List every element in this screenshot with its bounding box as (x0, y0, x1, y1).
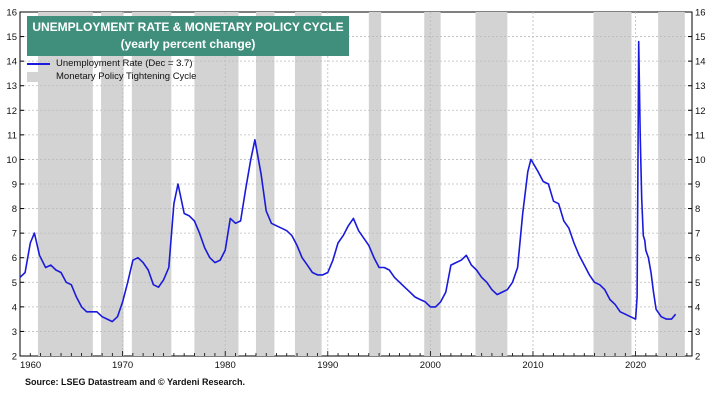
chart-subtitle: (yearly percent change) (120, 37, 256, 51)
x-tick-label: 2010 (522, 360, 543, 371)
y-tick-label-right: 13 (695, 81, 706, 92)
y-tick-label-right: 8 (695, 204, 700, 215)
y-tick-label-left: 3 (12, 327, 17, 338)
y-tick-label-left: 8 (12, 204, 17, 215)
legend-label-tightening: Monetary Policy Tightening Cycle (56, 71, 197, 82)
x-tick-label: 1970 (112, 360, 133, 371)
y-tick-label-left: 14 (6, 57, 17, 68)
x-tick-label: 2000 (420, 360, 441, 371)
y-tick-label-left: 13 (6, 81, 17, 92)
legend-label-unemployment: Unemployment Rate (Dec = 3.7) (56, 58, 193, 69)
legend-item-unemployment: Unemployment Rate (Dec = 3.7) (27, 57, 196, 70)
legend-shade-swatch (27, 71, 50, 82)
y-tick-label-left: 5 (12, 278, 17, 289)
x-tick-label: 1980 (215, 360, 236, 371)
legend-line-swatch (27, 62, 50, 65)
y-tick-label-right: 6 (695, 253, 700, 264)
y-tick-label-right: 3 (695, 327, 700, 338)
chart-title-box: UNEMPLOYMENT RATE & MONETARY POLICY CYCL… (27, 16, 349, 56)
y-tick-label-right: 7 (695, 229, 700, 240)
y-tick-label-left: 2 (12, 352, 17, 363)
y-tick-label-right: 15 (695, 32, 706, 43)
y-tick-label-left: 6 (12, 253, 17, 264)
y-tick-label-left: 11 (7, 130, 17, 141)
series-layer (19, 40, 677, 323)
source-note: Source: LSEG Datastream and © Yardeni Re… (25, 377, 246, 387)
tightening-period-7 (368, 12, 382, 356)
y-tick-label-right: 2 (695, 352, 700, 363)
y-tick-label-right: 5 (695, 278, 700, 289)
y-tick-label-left: 12 (6, 106, 17, 117)
y-tick-label-right: 4 (695, 302, 700, 313)
y-tick-label-left: 7 (12, 229, 17, 240)
x-tick-label: 2020 (625, 360, 646, 371)
axes-layer: 2 2 3 3 4 4 5 5 6 6 7 7 8 8 9 9 10 10 11 11 12 12 13 13 14 14 15 15… (6, 8, 705, 372)
y-tick-label-right: 14 (695, 57, 706, 68)
y-tick-label-right: 16 (695, 8, 706, 19)
legend-item-tightening: Monetary Policy Tightening Cycle (27, 70, 196, 83)
x-tick-label: 1960 (20, 360, 41, 371)
y-tick-label-right: 10 (695, 155, 706, 166)
unemployment-rate-line (19, 40, 677, 323)
y-tick-label-left: 15 (6, 32, 17, 43)
legend: Unemployment Rate (Dec = 3.7) Monetary P… (27, 57, 196, 83)
y-tick-label-right: 12 (695, 106, 706, 117)
x-tick-label: 1990 (317, 360, 338, 371)
y-tick-label-right: 11 (695, 130, 705, 141)
chart-title: UNEMPLOYMENT RATE & MONETARY POLICY CYCL… (32, 20, 344, 34)
y-tick-label-left: 4 (12, 302, 17, 313)
y-tick-label-right: 9 (695, 180, 700, 191)
y-tick-label-left: 16 (6, 8, 17, 19)
y-tick-label-left: 10 (6, 155, 17, 166)
y-tick-label-left: 9 (12, 180, 17, 191)
